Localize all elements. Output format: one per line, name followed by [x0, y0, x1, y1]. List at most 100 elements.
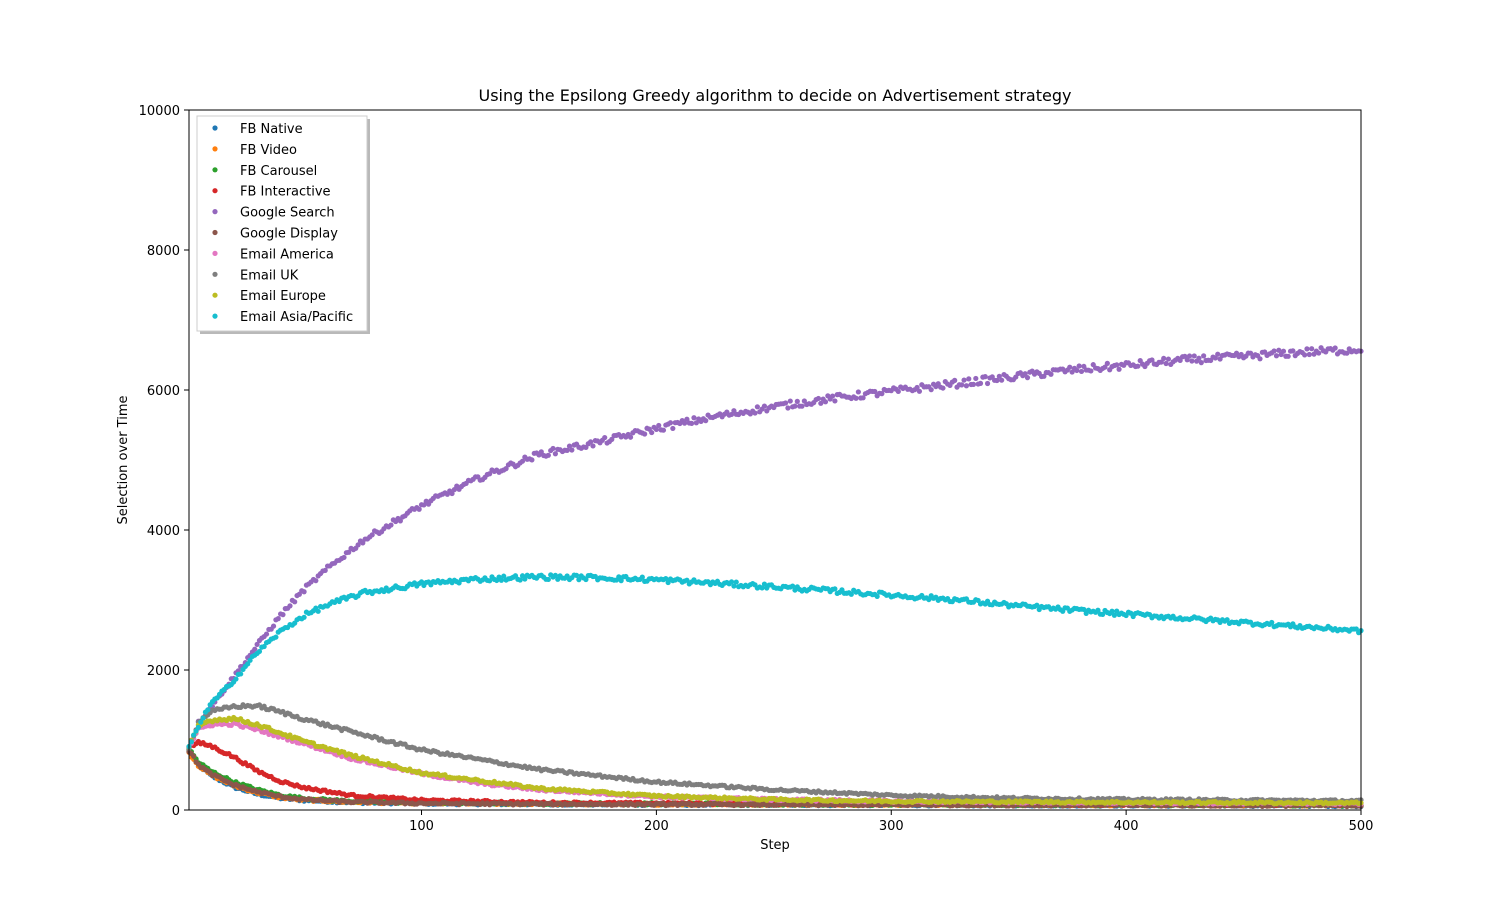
data-point — [684, 416, 690, 422]
data-point — [1081, 606, 1087, 613]
data-point — [656, 422, 662, 429]
data-point — [569, 447, 575, 453]
data-point — [966, 376, 972, 382]
data-point — [360, 540, 366, 546]
data-point — [1102, 364, 1108, 370]
data-point — [916, 388, 923, 394]
data-point — [1269, 619, 1275, 626]
data-point — [529, 457, 535, 463]
data-point — [1302, 352, 1308, 358]
data-point — [247, 657, 253, 663]
data-point — [188, 739, 194, 745]
data-point — [733, 579, 739, 585]
data-point — [829, 393, 836, 399]
data-point — [355, 542, 361, 548]
data-point — [1041, 373, 1047, 379]
data-point — [198, 719, 204, 725]
data-point — [346, 549, 352, 555]
data-point — [1165, 356, 1172, 362]
data-point — [759, 585, 765, 591]
data-point — [1215, 351, 1221, 357]
data-point — [794, 398, 800, 404]
data-point — [703, 418, 709, 424]
data-point — [874, 593, 880, 600]
data-point — [754, 404, 760, 410]
data-point — [616, 574, 622, 580]
data-point — [1271, 348, 1277, 354]
data-point — [573, 572, 580, 578]
data-point — [1078, 368, 1085, 375]
data-point — [879, 391, 885, 397]
data-points — [186, 345, 1364, 810]
data-point — [1196, 355, 1202, 361]
data-point — [564, 447, 570, 453]
data-point — [1024, 375, 1031, 381]
data-point — [799, 403, 805, 409]
data-point — [728, 579, 735, 585]
data-point — [388, 522, 394, 528]
data-point — [822, 399, 829, 405]
data-point — [787, 398, 793, 404]
data-point — [292, 599, 298, 605]
data-point — [963, 383, 970, 389]
data-point — [498, 577, 504, 583]
data-point — [1022, 371, 1028, 377]
data-point — [994, 377, 1000, 384]
data-point — [1306, 351, 1312, 358]
data-point — [301, 589, 307, 595]
data-point — [254, 641, 260, 648]
data-point — [1276, 347, 1282, 353]
data-point — [270, 623, 277, 629]
data-point — [1095, 607, 1101, 613]
data-point — [663, 576, 669, 582]
data-point — [576, 577, 582, 583]
data-point — [1114, 362, 1120, 368]
data-point — [1309, 346, 1315, 352]
data-point — [790, 583, 796, 589]
data-point — [1316, 350, 1322, 356]
data-point — [752, 410, 758, 416]
data-point — [1088, 368, 1094, 374]
data-point — [191, 753, 197, 759]
data-point — [1135, 363, 1141, 369]
data-point — [785, 405, 791, 411]
data-point — [1285, 353, 1291, 359]
data-point — [970, 381, 977, 387]
data-point — [691, 415, 697, 421]
data-point — [977, 380, 984, 386]
data-point — [860, 395, 866, 401]
data-point — [653, 426, 659, 433]
data-point — [397, 518, 403, 524]
data-point — [1048, 371, 1054, 377]
data-point — [205, 707, 211, 713]
data-point — [545, 576, 551, 583]
data-point — [832, 398, 838, 404]
data-point — [238, 671, 244, 677]
data-point — [1304, 346, 1310, 352]
data-point — [996, 373, 1002, 379]
data-point — [1100, 611, 1106, 618]
data-point — [818, 400, 824, 406]
data-point — [1248, 350, 1254, 356]
data-point — [1111, 612, 1117, 618]
data-point — [566, 443, 573, 449]
data-point — [782, 400, 789, 406]
data-point — [928, 387, 934, 393]
data-point — [1067, 364, 1073, 370]
data-point — [999, 377, 1005, 383]
data-point — [853, 395, 859, 401]
data-point — [792, 403, 798, 409]
data-point — [233, 676, 239, 682]
data-point — [1034, 602, 1040, 608]
data-point — [895, 388, 901, 395]
data-point — [959, 382, 965, 388]
data-point — [832, 586, 838, 592]
data-point — [728, 411, 735, 418]
data-point — [301, 614, 307, 620]
data-point — [280, 612, 286, 618]
data-point — [1290, 348, 1296, 354]
data-point — [275, 616, 281, 622]
data-point — [1116, 366, 1122, 372]
data-point — [1149, 357, 1155, 363]
